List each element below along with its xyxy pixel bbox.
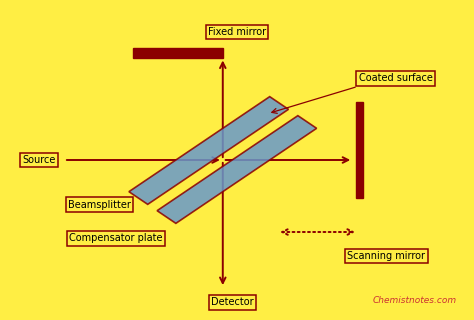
Text: Detector: Detector	[211, 297, 254, 308]
Bar	[133, 48, 223, 58]
Text: Scanning mirror: Scanning mirror	[347, 251, 425, 261]
Text: Chemistnotes.com: Chemistnotes.com	[373, 296, 457, 305]
Bar	[356, 102, 363, 198]
Text: Beamsplitter: Beamsplitter	[68, 200, 131, 210]
Polygon shape	[157, 116, 317, 223]
Polygon shape	[129, 97, 289, 204]
Text: Source: Source	[22, 155, 55, 165]
Text: Fixed mirror: Fixed mirror	[208, 27, 266, 37]
Text: Compensator plate: Compensator plate	[69, 233, 163, 244]
Text: Coated surface: Coated surface	[359, 73, 433, 84]
